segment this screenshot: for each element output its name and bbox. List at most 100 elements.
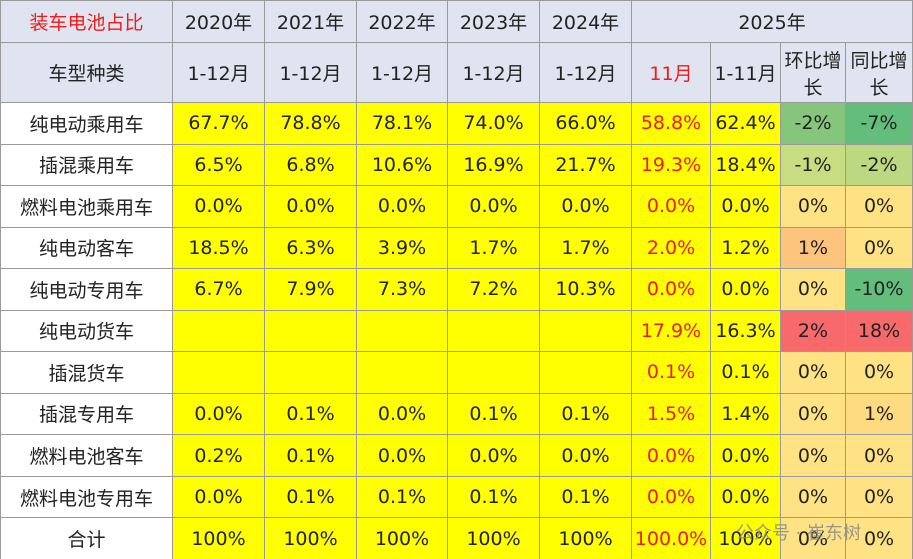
value-cell: 66.0% xyxy=(539,102,632,145)
header-row: 装车电池占比 2020年 2021年 2022年 2023年 2024年 2025年 xyxy=(0,0,913,43)
value-cell: 100% xyxy=(710,517,781,559)
data-row: 燃料电池乘用车 0.0% 0.0% 0.0% 0.0% 0.0% 0.0% 0.0% 0% 0% xyxy=(0,185,913,228)
header-row: 车型种类 1-12月 1-12月 1-12月 1-12月 1-12月 11月 1-11月 环比增… xyxy=(0,42,913,103)
data-row: 纯电动乘用车 67.7% 78.8% 78.1% 74.0% 66.0% 58.8% 62.4… xyxy=(0,102,913,145)
value-cell: 1.2% xyxy=(710,226,781,270)
value-cell: 21.7% xyxy=(539,143,632,187)
value-cell: 17.9% xyxy=(631,309,711,353)
value-cell: 1% xyxy=(844,392,913,436)
value-cell: 0.0% xyxy=(447,434,540,477)
value-cell: 0.0% xyxy=(710,434,781,477)
header-cell: 1-12月 xyxy=(447,42,540,103)
value-cell: 67.7% xyxy=(172,102,265,145)
value-cell: -1% xyxy=(780,143,846,187)
value-cell: -7% xyxy=(844,102,913,145)
row-label: 燃料电池乘用车 xyxy=(0,185,173,228)
value-cell: 0.1% xyxy=(631,351,711,394)
value-cell: 0.0% xyxy=(631,434,711,477)
value-cell: 0.1% xyxy=(539,392,632,436)
header-cell: 2023年 xyxy=(447,0,540,43)
value-cell: 0.0% xyxy=(631,185,711,228)
value-cell: 0% xyxy=(780,434,846,477)
header-cell: 装车电池占比 xyxy=(0,0,173,43)
header-cell: 车型种类 xyxy=(0,42,173,103)
value-cell: 0.1% xyxy=(539,475,632,519)
value-cell: 7.3% xyxy=(356,268,448,311)
value-cell: 16.3% xyxy=(710,309,781,353)
data-row: 插混专用车 0.0% 0.1% 0.0% 0.1% 0.1% 1.5% 1.4% 0% 1% xyxy=(0,392,913,436)
value-cell xyxy=(539,351,632,394)
value-cell: 0.0% xyxy=(539,434,632,477)
value-cell: 6.8% xyxy=(264,143,357,187)
row-label: 燃料电池专用车 xyxy=(0,475,173,519)
row-label: 纯电动乘用车 xyxy=(0,102,173,145)
value-cell: 0% xyxy=(844,517,913,559)
value-cell: 7.2% xyxy=(447,268,540,311)
value-cell xyxy=(539,309,632,353)
value-cell: 62.4% xyxy=(710,102,781,145)
value-cell: 0.0% xyxy=(356,185,448,228)
value-cell: 19.3% xyxy=(631,143,711,187)
header-cell: 2021年 xyxy=(264,0,357,43)
value-cell xyxy=(447,309,540,353)
value-cell: 0.0% xyxy=(172,185,265,228)
value-cell: 0.0% xyxy=(631,475,711,519)
value-cell: 0% xyxy=(780,185,846,228)
value-cell: 7.9% xyxy=(264,268,357,311)
value-cell: 0.0% xyxy=(710,268,781,311)
value-cell: 78.8% xyxy=(264,102,357,145)
value-cell xyxy=(172,309,265,353)
value-cell: 78.1% xyxy=(356,102,448,145)
header-cell: 2022年 xyxy=(356,0,448,43)
header-cell: 11月 xyxy=(631,42,711,103)
value-cell: 100% xyxy=(172,517,265,559)
row-label: 纯电动专用车 xyxy=(0,268,173,311)
value-cell: 0.0% xyxy=(356,434,448,477)
data-row: 纯电动专用车 6.7% 7.9% 7.3% 7.2% 10.3% 0.0% 0.0% 0% -10… xyxy=(0,268,913,311)
value-cell: 10.6% xyxy=(356,143,448,187)
value-cell: 0% xyxy=(844,434,913,477)
value-cell: -2% xyxy=(844,143,913,187)
value-cell: 100% xyxy=(264,517,357,559)
value-cell: 100.0% xyxy=(631,517,711,559)
value-cell xyxy=(447,351,540,394)
value-cell: 1.4% xyxy=(710,392,781,436)
value-cell: 0% xyxy=(844,226,913,270)
value-cell: 0.0% xyxy=(356,392,448,436)
value-cell: 6.3% xyxy=(264,226,357,270)
header-cell: 环比增长 xyxy=(780,42,846,103)
row-label: 纯电动客车 xyxy=(0,226,173,270)
value-cell: 0.0% xyxy=(710,185,781,228)
header-cell: 2020年 xyxy=(172,0,265,43)
value-cell xyxy=(264,351,357,394)
value-cell: 0.2% xyxy=(172,434,265,477)
value-cell: 16.9% xyxy=(447,143,540,187)
value-cell: 0.0% xyxy=(710,475,781,519)
value-cell: 1.7% xyxy=(447,226,540,270)
value-cell: 100% xyxy=(356,517,448,559)
value-cell: 0% xyxy=(780,351,846,394)
data-row: 纯电动客车 18.5% 6.3% 3.9% 1.7% 1.7% 2.0% 1.2% 1% 0% xyxy=(0,226,913,270)
value-cell: 0.1% xyxy=(264,434,357,477)
value-cell: -2% xyxy=(780,102,846,145)
value-cell: 0% xyxy=(844,475,913,519)
data-row: 插混乘用车 6.5% 6.8% 10.6% 16.9% 21.7% 19.3% 18.4% -1… xyxy=(0,143,913,187)
row-label: 插混乘用车 xyxy=(0,143,173,187)
data-row: 插混货车 0.1% 0.1% 0% 0% xyxy=(0,351,913,394)
value-cell: 18% xyxy=(844,309,913,353)
value-cell: 18.4% xyxy=(710,143,781,187)
row-label: 插混专用车 xyxy=(0,392,173,436)
row-label: 插混货车 xyxy=(0,351,173,394)
header-cell: 1-11月 xyxy=(710,42,781,103)
value-cell: 6.7% xyxy=(172,268,265,311)
value-cell: 10.3% xyxy=(539,268,632,311)
header-cell: 1-12月 xyxy=(356,42,448,103)
value-cell: 0.0% xyxy=(539,185,632,228)
value-cell: 6.5% xyxy=(172,143,265,187)
value-cell: 0.0% xyxy=(172,392,265,436)
header-cell: 同比增长 xyxy=(844,42,913,103)
value-cell: 0.0% xyxy=(447,185,540,228)
data-row: 燃料电池专用车 0.0% 0.1% 0.1% 0.1% 0.1% 0.0% 0.0% 0% 0% xyxy=(0,475,913,519)
header-cell: 1-12月 xyxy=(172,42,265,103)
